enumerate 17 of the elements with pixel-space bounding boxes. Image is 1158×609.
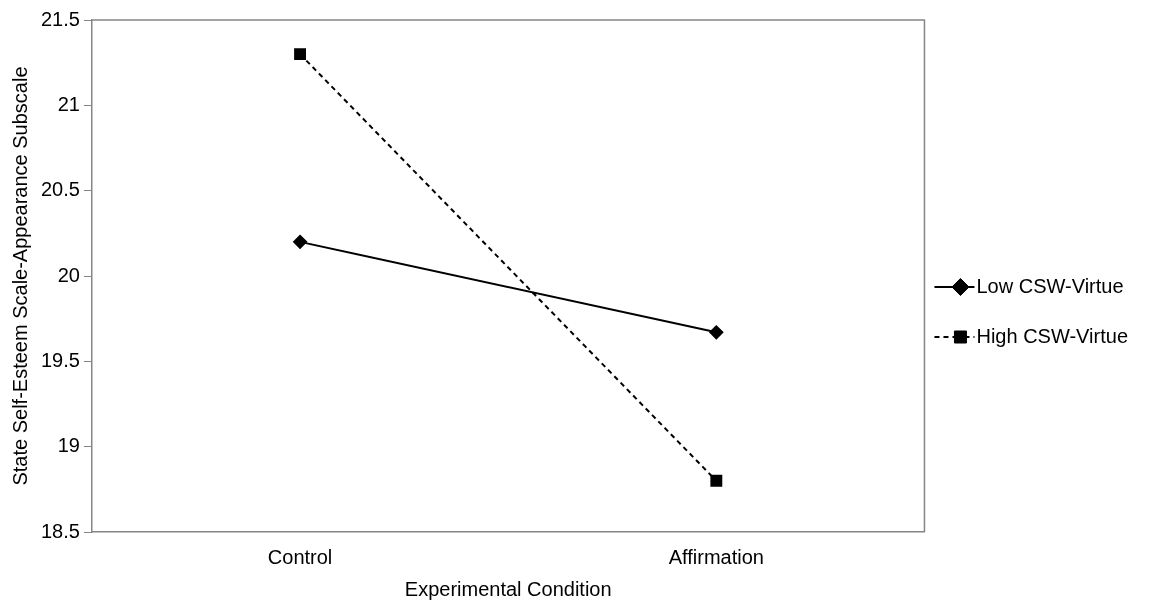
point: [294, 48, 307, 61]
y-tick-label: 21: [57, 92, 80, 115]
point: [710, 474, 723, 487]
legend-label: High CSW-Virtue: [976, 324, 1129, 347]
y-tick-label: 19.5: [40, 348, 80, 371]
point: [293, 234, 308, 249]
point: [709, 325, 724, 340]
y-tick-label: 20.5: [40, 178, 80, 201]
y-tick-label: 18.5: [40, 519, 80, 542]
x-axis-title: Experimental Condition: [404, 577, 612, 600]
legend-label: Low CSW-Virtue: [976, 274, 1124, 297]
y-axis-title: State Self-Esteem Scale-Appearance Subscale: [8, 66, 31, 486]
y-tick-label: 20: [57, 263, 80, 286]
y-tick-label: 19: [57, 434, 80, 457]
x-tick-label: Affirmation: [668, 545, 764, 568]
x-tick-label: Control: [267, 545, 333, 568]
y-tick-label: 21.5: [40, 7, 80, 30]
